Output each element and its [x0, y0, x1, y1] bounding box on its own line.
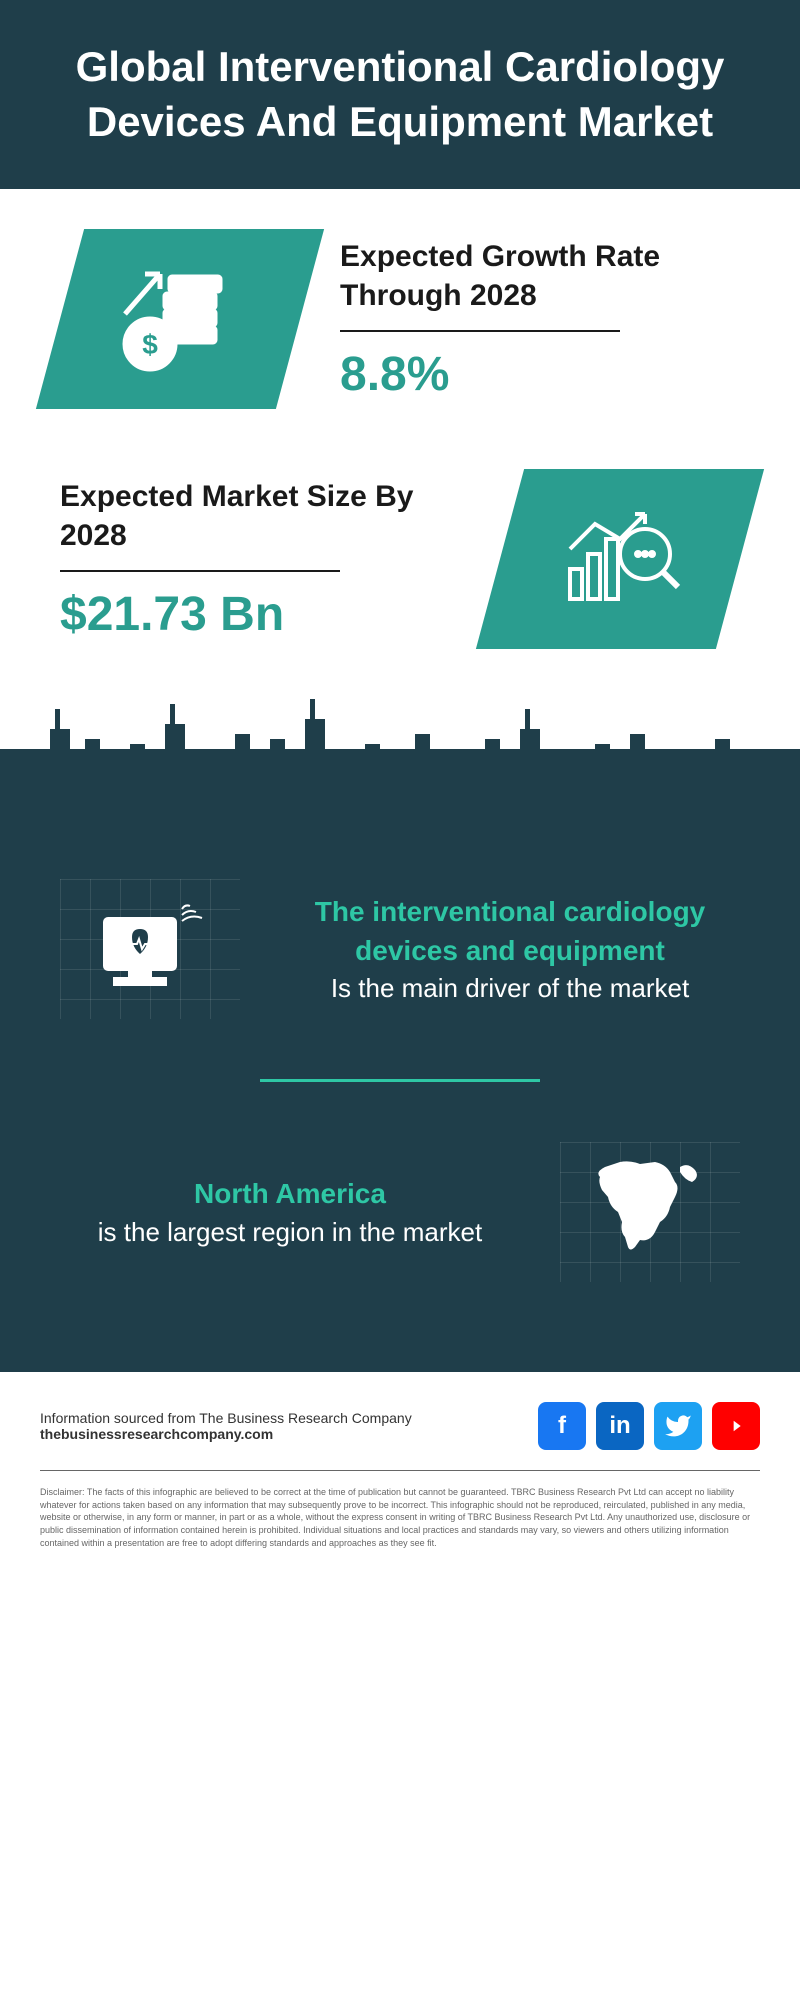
dark-section: The interventional cardiology devices an…: [0, 829, 800, 1372]
divider: [60, 570, 340, 572]
twitter-icon[interactable]: [654, 1402, 702, 1450]
driver-text: The interventional cardiology devices an…: [280, 892, 740, 1007]
money-growth-icon: $: [36, 229, 324, 409]
region-text: North America is the largest region in t…: [60, 1174, 520, 1250]
source-info: Information sourced from The Business Re…: [40, 1410, 412, 1442]
stat-growth-label: Expected Growth Rate Through 2028: [340, 237, 740, 315]
stat-market-size-label: Expected Market Size By 2028: [60, 477, 460, 555]
social-icons: f in: [538, 1402, 760, 1450]
header: Global Interventional Cardiology Devices…: [0, 0, 800, 189]
youtube-icon[interactable]: [712, 1402, 760, 1450]
footer-top: Information sourced from The Business Re…: [40, 1402, 760, 1471]
region-highlight: North America: [60, 1174, 520, 1213]
driver-subtext: Is the main driver of the market: [280, 970, 740, 1006]
stat-market-size: Expected Market Size By 2028 $21.73 Bn: [60, 477, 460, 642]
divider: [340, 330, 620, 332]
skyline-section: [0, 749, 800, 829]
teal-divider: [260, 1079, 540, 1082]
source-line1: Information sourced from The Business Re…: [40, 1410, 412, 1426]
region-row: North America is the largest region in t…: [60, 1112, 740, 1312]
disclaimer: Disclaimer: The facts of this infographi…: [40, 1486, 760, 1549]
city-skyline-icon: [0, 689, 800, 829]
analytics-icon: [476, 469, 764, 649]
driver-highlight: The interventional cardiology devices an…: [280, 892, 740, 970]
facebook-icon[interactable]: f: [538, 1402, 586, 1450]
stat-growth: Expected Growth Rate Through 2028 8.8%: [340, 237, 740, 402]
footer: Information sourced from The Business Re…: [0, 1372, 800, 1579]
stat-row-market-size: Expected Market Size By 2028 $21.73 Bn: [60, 469, 740, 649]
monitor-heart-icon: [60, 879, 240, 1019]
driver-row: The interventional cardiology devices an…: [60, 849, 740, 1049]
stat-growth-value: 8.8%: [340, 347, 740, 402]
stat-row-growth: $ Expected Growth Rate Through 2028 8.8%: [60, 229, 740, 409]
linkedin-icon[interactable]: in: [596, 1402, 644, 1450]
north-america-map-icon: [560, 1142, 740, 1282]
stats-section: $ Expected Growth Rate Through 2028 8.8%: [0, 189, 800, 749]
source-line2: thebusinessresearchcompany.com: [40, 1426, 412, 1442]
stat-market-size-value: $21.73 Bn: [60, 587, 460, 642]
page-title: Global Interventional Cardiology Devices…: [60, 40, 740, 149]
svg-text:$: $: [142, 329, 158, 360]
region-subtext: is the largest region in the market: [60, 1214, 520, 1250]
